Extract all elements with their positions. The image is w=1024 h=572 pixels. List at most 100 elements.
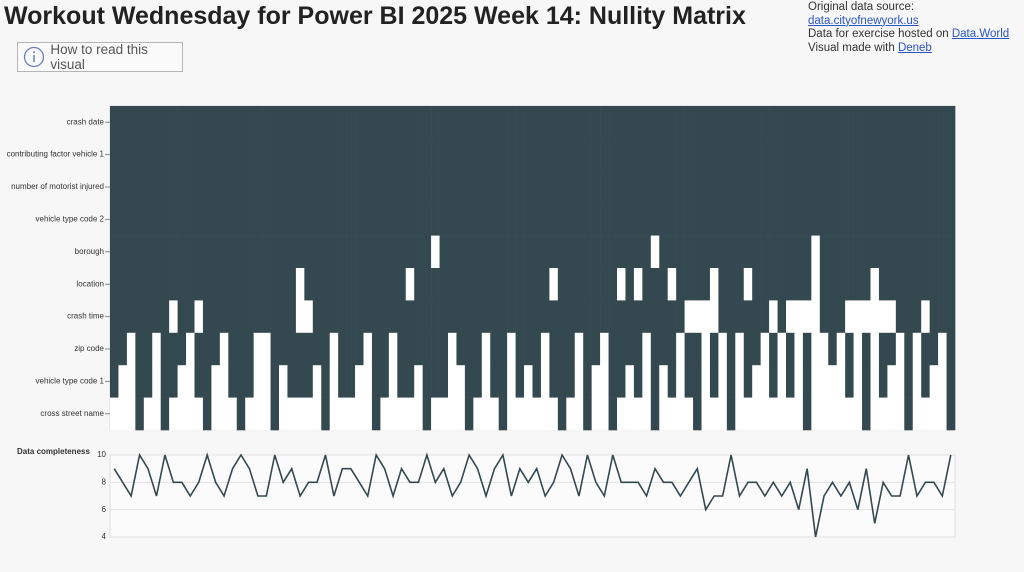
- cell: [321, 138, 330, 172]
- cell: [380, 170, 390, 204]
- cell: [836, 203, 846, 236]
- row-label: cross street name: [40, 409, 104, 418]
- y-tick-label: 10: [97, 450, 106, 459]
- link[interactable]: Data.World: [951, 28, 1010, 40]
- cell: [304, 170, 314, 204]
- cell: [617, 106, 626, 139]
- cell: [938, 268, 947, 301]
- cell: [473, 332, 483, 366]
- cell: [802, 268, 812, 301]
- cell: [769, 365, 778, 398]
- cell: [507, 138, 516, 172]
- cell: [566, 138, 576, 172]
- cell: [405, 397, 415, 431]
- cell: [946, 138, 956, 172]
- cell: [709, 332, 719, 366]
- cell: [929, 138, 939, 172]
- cell: [532, 365, 542, 398]
- cell: [397, 235, 407, 269]
- cell: [591, 397, 601, 431]
- cell: [853, 397, 863, 431]
- cell: [912, 170, 922, 204]
- cell: [473, 203, 483, 236]
- cell: [743, 300, 753, 334]
- cell: [245, 203, 254, 236]
- cell: [921, 106, 930, 139]
- cell: [929, 203, 939, 236]
- cell: [338, 332, 347, 366]
- cell: [363, 365, 373, 398]
- cell: [845, 235, 854, 269]
- cell: [650, 268, 660, 301]
- cell: [236, 365, 246, 398]
- cell: [253, 268, 263, 301]
- cell: [270, 235, 280, 269]
- cell: [633, 268, 643, 301]
- cell: [845, 138, 854, 172]
- cell: [709, 300, 719, 334]
- cell: [110, 170, 119, 204]
- cell: [633, 235, 643, 269]
- cell: [600, 365, 609, 398]
- cell: [371, 300, 381, 334]
- cell: [194, 365, 204, 398]
- cell: [912, 268, 922, 301]
- cell: [160, 300, 170, 334]
- cell: [743, 106, 753, 139]
- cell: [676, 365, 685, 398]
- cell: [709, 138, 719, 172]
- cell: [870, 235, 880, 269]
- cell: [135, 203, 145, 236]
- cell: [938, 106, 947, 139]
- cell: [270, 397, 280, 431]
- cell: [405, 365, 415, 398]
- cell: [524, 365, 533, 398]
- cell: [152, 203, 161, 236]
- cell: [236, 332, 246, 366]
- cell: [786, 300, 795, 334]
- cell: [253, 300, 263, 334]
- cell: [490, 332, 499, 366]
- cell: [397, 106, 407, 139]
- cell: [786, 170, 795, 204]
- cell: [177, 268, 187, 301]
- help-button[interactable]: How to read this visual: [17, 42, 183, 72]
- cell: [895, 203, 905, 236]
- cell: [709, 365, 719, 398]
- cell: [650, 170, 660, 204]
- cell: [617, 235, 626, 269]
- cell: [735, 397, 745, 431]
- link[interactable]: Deneb: [897, 41, 932, 54]
- cell: [405, 170, 415, 204]
- cell: [177, 203, 187, 236]
- cell: [591, 203, 601, 236]
- cell: [819, 170, 829, 204]
- cell: [287, 332, 297, 366]
- cell: [262, 332, 271, 366]
- link[interactable]: data.cityofnewyork.us: [808, 14, 919, 27]
- cell: [786, 332, 795, 366]
- cell: [625, 268, 635, 301]
- cell: [329, 397, 339, 431]
- cell: [464, 300, 474, 334]
- cell: [211, 106, 221, 139]
- cell: [566, 170, 576, 204]
- cell: [448, 300, 457, 334]
- cell: [777, 397, 787, 431]
- cell: [600, 138, 609, 172]
- cell: [439, 106, 449, 139]
- cell: [177, 106, 187, 139]
- cell: [718, 170, 728, 204]
- cell: [253, 170, 263, 204]
- cell: [802, 235, 812, 269]
- cell: [270, 365, 280, 398]
- cell: [642, 203, 652, 236]
- cell: [253, 332, 263, 366]
- cell: [253, 365, 263, 398]
- cell: [312, 365, 322, 398]
- cell: [456, 235, 466, 269]
- cell: [862, 138, 871, 172]
- cell: [245, 365, 254, 398]
- cell: [405, 300, 415, 334]
- cell: [177, 300, 187, 334]
